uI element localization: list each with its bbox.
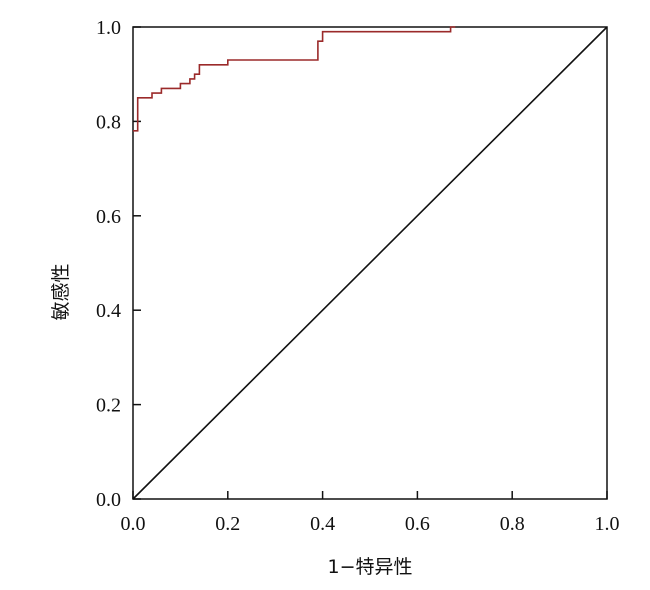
y-tick-label: 0.6 (96, 206, 121, 228)
x-tick-label: 0.2 (215, 513, 240, 535)
y-tick-label: 0.4 (96, 300, 121, 322)
y-tick-label: 0.0 (96, 489, 121, 511)
y-axis: 0.0 0.2 0.4 0.6 0.8 1.0 (96, 17, 141, 511)
y-tick-label: 0.2 (96, 395, 121, 417)
series-layer (132, 26, 608, 500)
y-tick-label: 1.0 (96, 17, 121, 39)
y-axis-title: 敏感性 (50, 263, 72, 320)
y-tick-label: 0.8 (96, 111, 121, 133)
plot-frame (132, 26, 608, 500)
x-tick-label: 0.6 (405, 513, 430, 535)
x-tick-label: 0.0 (121, 513, 146, 535)
x-tick-label: 0.8 (500, 513, 525, 535)
roc-curve-line (133, 26, 456, 132)
x-tick-label: 0.4 (310, 513, 335, 535)
x-axis-title: 1−特异性 (327, 556, 412, 578)
x-tick-label: 1.0 (595, 513, 620, 535)
x-axis: 0.0 0.2 0.4 0.6 0.8 1.0 (121, 491, 620, 535)
reference-diagonal-line (132, 26, 608, 500)
